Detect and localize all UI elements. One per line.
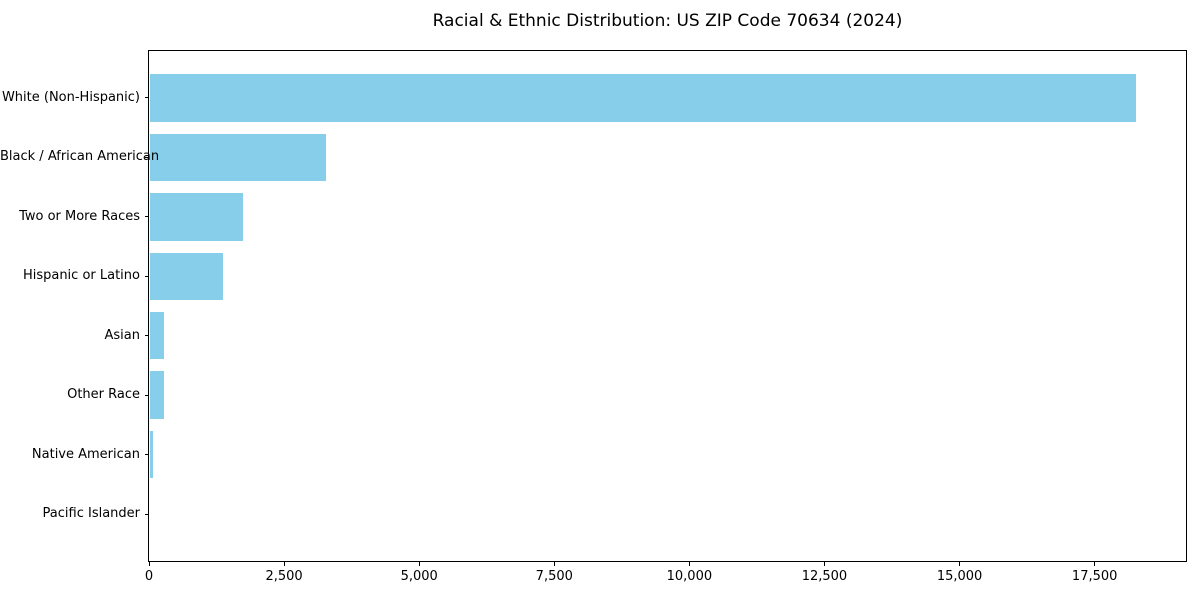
chart-title: Racial & Ethnic Distribution: US ZIP Cod…	[432, 11, 903, 31]
y-tick-mark	[145, 156, 149, 158]
x-tick-label: 12,500	[801, 569, 848, 584]
x-tick-mark	[688, 562, 690, 566]
x-tick-mark	[1094, 562, 1096, 566]
x-tick-mark	[959, 562, 961, 566]
y-tick-mark	[145, 394, 149, 396]
y-tick-label: Asian	[104, 327, 140, 343]
x-tick-label: 17,500	[1071, 569, 1118, 584]
x-tick-label: 0	[144, 569, 154, 584]
bar-black-african-american	[150, 133, 326, 182]
x-tick-label: 15,000	[936, 569, 983, 584]
x-tick-mark	[553, 562, 555, 566]
y-tick-label: Black / African American	[0, 149, 160, 165]
y-tick-mark	[145, 335, 149, 337]
x-tick-label: 5,000	[400, 569, 438, 584]
x-tick-mark	[283, 562, 285, 566]
y-tick-mark	[145, 275, 149, 277]
bar-asian	[150, 311, 165, 360]
y-tick-label: Two or More Races	[19, 208, 140, 224]
y-tick-mark	[145, 454, 149, 456]
bar-other-race	[150, 371, 164, 419]
x-tick-label: 10,000	[666, 569, 713, 584]
y-tick-label: Hispanic or Latino	[22, 268, 140, 284]
x-tick-mark	[823, 562, 825, 566]
bar-white-non-hispanic	[150, 74, 1137, 122]
x-tick-label: 7,500	[535, 569, 573, 584]
x-tick-label: 2,500	[265, 569, 303, 584]
x-tick-mark	[418, 562, 420, 566]
y-tick-label: Other Race	[67, 387, 140, 403]
y-tick-mark	[145, 216, 149, 218]
x-tick-mark	[148, 562, 150, 566]
y-tick-label: Native American	[31, 446, 140, 462]
y-tick-label: White (Non-Hispanic)	[1, 89, 140, 105]
y-tick-label: Pacific Islander	[42, 506, 140, 522]
bar-two-or-more-races	[150, 193, 243, 241]
bar-native-american	[150, 430, 154, 479]
plot-area	[148, 50, 1187, 562]
bar-hispanic-or-latino	[150, 252, 223, 301]
y-tick-mark	[145, 97, 149, 99]
y-tick-mark	[145, 513, 149, 515]
